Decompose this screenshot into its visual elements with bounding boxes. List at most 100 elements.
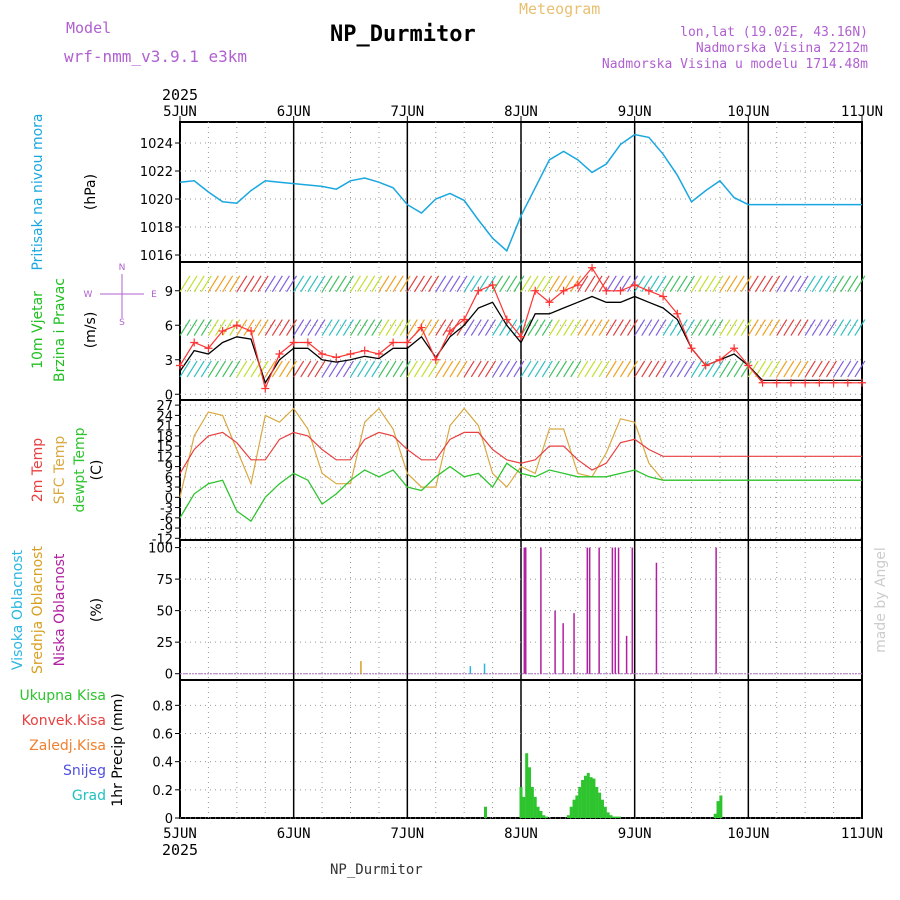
precip-bar <box>519 787 523 818</box>
temperature-ytick-label: 27 <box>156 399 173 414</box>
wind-title-1: 10m Vjetar <box>30 291 46 369</box>
wind-barb <box>314 275 326 293</box>
precip-bar <box>592 778 596 818</box>
wind-barb <box>392 360 404 378</box>
wind-speed-marker <box>389 338 398 347</box>
wind-barb <box>215 275 227 293</box>
wind-barb <box>186 275 198 293</box>
wind-barb <box>641 319 653 336</box>
wind-barb <box>293 275 305 293</box>
wind-barb <box>307 275 319 293</box>
wind-barb <box>825 275 837 293</box>
cloud-ytick-label: 25 <box>156 636 173 651</box>
wind-speed-marker <box>616 286 625 295</box>
wind-barb <box>222 275 234 293</box>
wind-title-2: Brzina i Pravac <box>52 278 68 382</box>
pressure-ytick-label: 1022 <box>140 165 173 180</box>
wind-barb <box>612 360 624 378</box>
cloud-ytick-label: 0 <box>165 668 173 683</box>
wind-barb <box>207 275 219 293</box>
wind-barb <box>364 275 376 293</box>
wind-barb <box>193 360 205 378</box>
temperature-ytick-label: 18 <box>156 430 173 445</box>
wind-barb <box>783 360 795 378</box>
wind-barb <box>669 275 681 293</box>
precip-legend-1: Konvek.Kisa <box>22 713 106 729</box>
wind-barb <box>215 319 227 336</box>
wind-barb <box>705 275 717 293</box>
wind-barb <box>619 319 631 336</box>
wind-speed-marker <box>559 286 568 295</box>
time-label-bottom: 5JUN <box>163 826 197 842</box>
temperature-ytick-label: 3 <box>165 481 173 496</box>
wind-barb <box>712 319 724 336</box>
temperature-ytick-label: -9 <box>160 522 173 537</box>
wind-barb <box>690 360 703 378</box>
wind-barb <box>371 319 383 336</box>
wind-barb <box>747 319 759 336</box>
wind-barb <box>499 360 511 378</box>
precip-legend-0: Ukupna Kisa <box>19 688 106 704</box>
pressure-ytick-label: 1020 <box>140 193 173 208</box>
wind-barb <box>278 275 290 293</box>
wind-barb <box>733 275 745 293</box>
wind-barb <box>215 360 227 378</box>
wind-barb <box>435 360 447 378</box>
time-label-bottom: 9JUN <box>618 826 652 842</box>
wind-barb <box>506 275 518 293</box>
precip-legend-4: Grad <box>72 788 106 804</box>
precip-bar <box>603 806 607 818</box>
wind-barb <box>442 275 454 293</box>
wind-barb <box>676 275 688 293</box>
temperature-ytick-label: 15 <box>156 440 173 455</box>
wind-barb <box>797 319 809 336</box>
wind-speed-marker <box>715 355 724 364</box>
wind-barb <box>683 319 695 336</box>
wind-barb <box>236 360 248 378</box>
wind-barb <box>335 275 347 293</box>
wind-barb <box>634 360 646 378</box>
wind-barb <box>186 319 198 336</box>
wind-barb <box>222 319 234 336</box>
wind-barb <box>719 319 731 336</box>
wind-ytick-label: 9 <box>165 285 173 300</box>
cloud-ylabel: (%) <box>89 598 105 622</box>
wind-barb <box>421 360 433 378</box>
wind-speed-marker <box>517 332 525 341</box>
wind-barb <box>179 360 191 378</box>
wind-speed-marker <box>204 344 213 353</box>
temperature-ytick-label: 21 <box>156 420 173 435</box>
wind-barb <box>747 360 759 378</box>
wind-speed-marker <box>602 286 611 295</box>
wind-speed-marker <box>588 263 597 272</box>
wind-barb <box>783 319 795 336</box>
model-label: Model <box>66 19 112 37</box>
wind-barb <box>641 360 653 378</box>
wind-barb <box>847 275 859 293</box>
pressure-ylabel: (hPa) <box>83 174 99 210</box>
wind-barb <box>804 319 816 336</box>
time-label-bottom: 11JUN <box>841 826 883 842</box>
wind-barb <box>733 319 745 336</box>
wind-barb <box>378 275 390 293</box>
low-cloud-label: Niska Oblacnost <box>52 553 68 666</box>
wind-barb <box>627 275 639 293</box>
wind-speed-marker <box>630 281 639 289</box>
time-label-bottom: 10JUN <box>727 826 769 842</box>
wind-barb <box>825 360 837 378</box>
station-title: NP_Durmitor <box>330 22 476 47</box>
wind-barb <box>406 275 418 293</box>
wind-barb <box>719 275 731 293</box>
wind-barb <box>762 275 774 293</box>
precip-bar <box>618 816 622 818</box>
wind-barb <box>811 319 823 336</box>
wind-barb <box>769 360 781 378</box>
wind-barb <box>783 275 795 293</box>
wind-barb <box>818 319 830 336</box>
wind-barb <box>257 275 269 293</box>
wind-barb <box>548 275 560 293</box>
pressure-ytick-label: 1024 <box>140 137 173 152</box>
precip-bar <box>713 813 717 818</box>
wind-barb <box>698 360 710 378</box>
precip-bar <box>575 795 579 818</box>
